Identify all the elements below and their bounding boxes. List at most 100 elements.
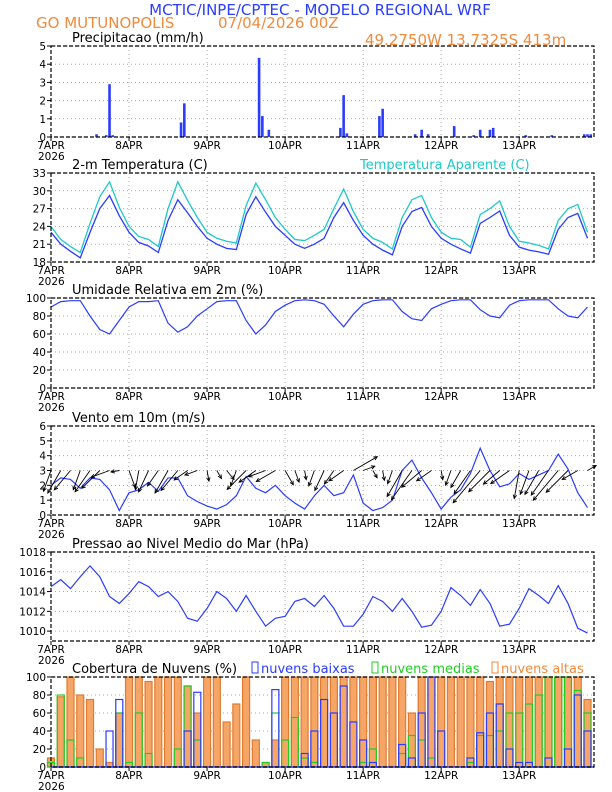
x-tick-label: 10APR	[268, 391, 302, 403]
wind-arrow	[154, 470, 169, 494]
wind-arrow-shaft	[532, 470, 559, 501]
pressure-line	[50, 564, 588, 634]
precip-bar	[413, 134, 417, 137]
nuvens-altas-bar	[485, 680, 495, 768]
x-tick-label: 11APR	[346, 644, 380, 656]
precip-bar	[111, 135, 115, 137]
wind-arrow-head	[440, 475, 445, 481]
y-tick-label: 1014	[19, 587, 46, 599]
wind-arrow	[226, 470, 247, 491]
x-tick-label: 10APR	[268, 140, 302, 152]
wind-arrow-head	[468, 487, 473, 493]
wind-arrow-shaft	[294, 470, 300, 483]
y-tick-label: 6	[39, 421, 46, 433]
wind-arrow-head	[47, 488, 52, 494]
wind-arrow-head	[314, 486, 319, 492]
wind-arrow-head	[133, 485, 139, 491]
y-tick-label: 5	[39, 41, 46, 53]
wind-arrow-shaft	[416, 470, 432, 482]
nuvens-altas-bar	[427, 676, 436, 768]
wind-arrow	[353, 456, 379, 471]
wind-arrow-shaft	[74, 470, 91, 493]
nuvens-altas-bar	[505, 676, 514, 768]
wind-arrow-head	[303, 475, 308, 481]
wind-arrow	[390, 470, 413, 501]
nuvens-altas-bar	[281, 676, 290, 768]
nuvens-altas-bar	[310, 676, 319, 768]
precip-bar	[589, 134, 593, 137]
wind-arrow	[452, 470, 481, 504]
nuvens-altas-bar	[163, 676, 173, 768]
precip-bar	[108, 84, 111, 137]
precip-bar	[339, 127, 342, 137]
wind-arrow	[440, 470, 445, 481]
wind-arrow	[444, 470, 452, 487]
y-tick-label: 1012	[19, 606, 46, 618]
x-tick-label: 12APR	[424, 770, 458, 782]
y-tick-label: 0	[39, 510, 46, 522]
wind-arrow-head	[74, 487, 79, 493]
x-tick-label: 11APR	[346, 391, 380, 403]
nuvens-altas-bar	[222, 721, 231, 768]
x-tick-label: 9APR	[193, 770, 221, 782]
wind-arrow	[512, 470, 520, 500]
nuvens-altas-bar	[407, 712, 417, 768]
wind-arrow-shaft	[545, 470, 569, 493]
nuvens-altas-bar	[368, 676, 377, 768]
x-tick-label: 10APR	[268, 265, 302, 277]
y-tick-label: 0	[39, 383, 46, 395]
wind-arrow-head	[390, 495, 396, 501]
precip-bar	[488, 129, 492, 137]
wind-arrow-head	[154, 488, 159, 494]
y-tick-label: 18	[33, 257, 46, 269]
precip-bar	[261, 116, 264, 137]
wind-arrow	[532, 470, 559, 502]
wind-arrow-shaft	[72, 470, 81, 490]
location-label: GO MUTUNOPOLIS	[36, 14, 174, 32]
y-tick-label: 27	[33, 204, 46, 216]
panel-border	[50, 676, 595, 768]
nuvens-altas-bar	[476, 676, 485, 768]
nuvens-altas-bar	[251, 739, 260, 768]
x-tick-label: 10APR	[268, 770, 302, 782]
coords-label: 49.2750W 13.7325S 413m	[365, 31, 566, 49]
wind-arrow	[146, 470, 159, 487]
nuvens-altas-bar	[544, 676, 553, 768]
wind-arrow-shaft	[147, 470, 159, 487]
wind-arrow-head	[289, 480, 294, 486]
wind-arrow-head	[42, 487, 47, 493]
wind-arrow-head	[90, 474, 96, 479]
wind-arrow-shaft	[43, 470, 52, 492]
x-tick-label: 13APR	[502, 140, 536, 152]
nuvens-altas-bar	[583, 698, 592, 768]
wind-arrow	[53, 470, 71, 491]
wind-arrow-shaft	[440, 470, 444, 480]
wind-arrow-head	[160, 486, 165, 492]
precip-bar	[452, 126, 456, 137]
wind-arrow	[482, 470, 500, 485]
wind-arrow-shaft	[47, 470, 62, 494]
x-tick-label: 12APR	[424, 391, 458, 403]
x-tick-label: 8APR	[115, 265, 143, 277]
x-tick-label: 7APR	[37, 770, 65, 782]
nuvens-altas-bar	[76, 694, 85, 768]
nuvens-altas-bar	[115, 712, 124, 768]
y-tick-label: 100	[26, 293, 46, 305]
precip-bar	[381, 108, 384, 137]
wind-arrow-head	[444, 481, 449, 487]
y-tick-label: 33	[33, 168, 46, 180]
wind-arrow	[323, 470, 335, 485]
wind-arrow	[415, 470, 432, 482]
nuvens-altas-bar	[534, 676, 543, 768]
y-tick-label: 4	[39, 59, 46, 71]
nuvens-altas-bar	[554, 676, 563, 768]
precip-bar	[342, 95, 345, 137]
precip-bar	[95, 134, 98, 137]
nuvens-altas-bar	[95, 748, 104, 768]
wind-arrow	[284, 470, 294, 486]
legend-swatch	[371, 661, 379, 674]
wind-arrow	[294, 470, 300, 484]
x-tick-label: 9APR	[193, 644, 221, 656]
wind-arrow-head	[482, 480, 488, 485]
wind-arrow	[530, 470, 549, 496]
